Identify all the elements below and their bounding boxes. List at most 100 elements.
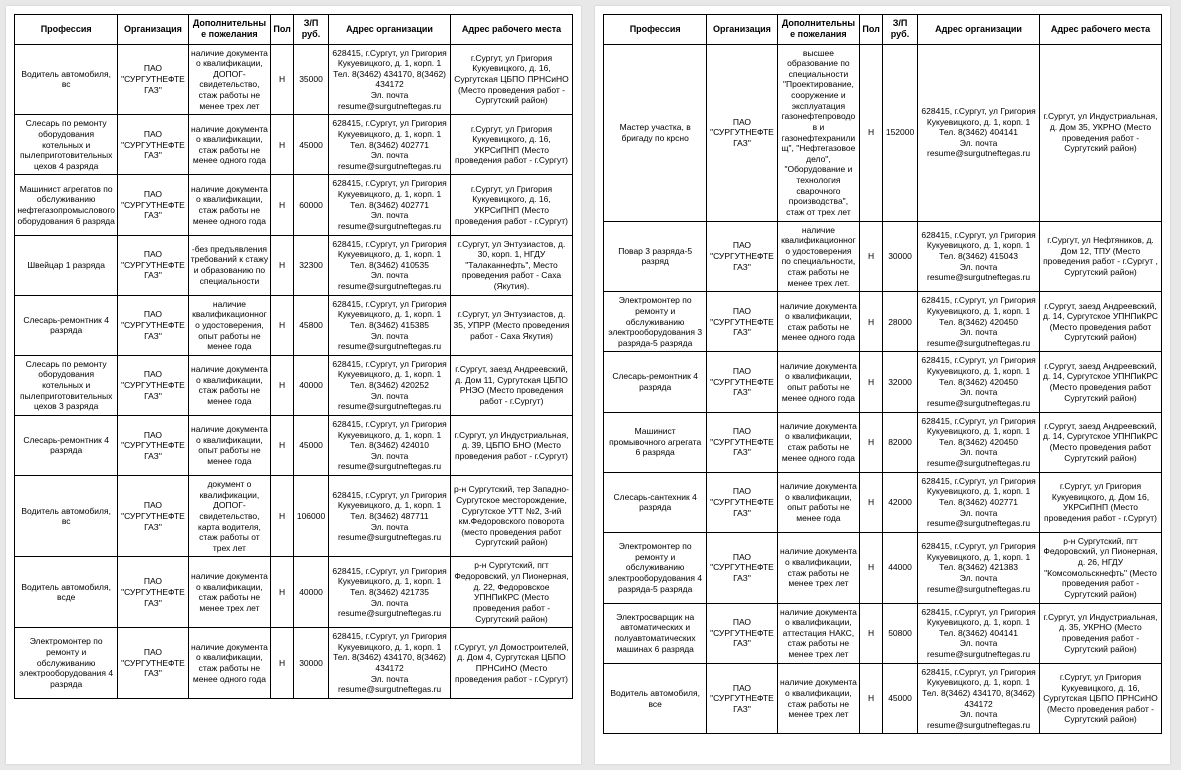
table-cell: ПАО "СУРГУТНЕФТЕГАЗ"	[707, 44, 777, 221]
table-row: Швейцар 1 разрядаПАО "СУРГУТНЕФТЕГАЗ"-бе…	[15, 235, 573, 295]
table-cell: ПАО "СУРГУТНЕФТЕГАЗ"	[118, 235, 188, 295]
table-cell: ПАО "СУРГУТНЕФТЕГАЗ"	[118, 628, 188, 699]
table-row: Электросварщик на автоматических и полуа…	[604, 603, 1162, 663]
table-cell: Н	[271, 628, 294, 699]
table-cell: 45000	[293, 115, 328, 175]
table-cell: г.Сургут, ул Нефтяников, д. Дом 12, ТПУ …	[1040, 221, 1162, 292]
table-cell: 42000	[882, 472, 917, 532]
table-row: Слесарь по ремонту оборудования котельны…	[15, 115, 573, 175]
table-row: Слесарь по ремонту оборудования котельны…	[15, 355, 573, 415]
table-row: Электромонтер по ремонту и обслуживанию …	[604, 532, 1162, 603]
table-cell: 35000	[293, 44, 328, 115]
table-row: Мастер участка, в бригаду по крсноПАО "С…	[604, 44, 1162, 221]
table-cell: Н	[860, 221, 883, 292]
table-cell: Машинист агрегатов по обслуживанию нефте…	[15, 175, 118, 235]
table-cell: Слесарь по ремонту оборудования котельны…	[15, 355, 118, 415]
table-cell: г.Сургут, ул Григория Кукуевицкого, д. Д…	[1040, 472, 1162, 532]
table-cell: Слесарь-ремонтник 4 разряда	[604, 352, 707, 412]
table-cell: Н	[860, 603, 883, 663]
table-header: Профессия Организация Дополнительные пож…	[15, 15, 573, 45]
col-salary: З/П руб.	[293, 15, 328, 45]
table-cell: р-н Сургутский, пгт Федоровский, ул Пион…	[1040, 532, 1162, 603]
table-cell: ПАО "СУРГУТНЕФТЕГАЗ"	[707, 603, 777, 663]
table-row: Слесарь-ремонтник 4 разрядаПАО "СУРГУТНЕ…	[15, 415, 573, 475]
table-cell: 628415, г.Сургут, ул Григория Кукуевицко…	[918, 532, 1040, 603]
table-cell: наличие документа о квалификации, стаж р…	[777, 663, 860, 734]
table-cell: ПАО "СУРГУТНЕФТЕГАЗ"	[118, 115, 188, 175]
table-cell: 628415, г.Сургут, ул Григория Кукуевицко…	[918, 412, 1040, 472]
table-cell: Водитель автомобиля, вcде	[15, 557, 118, 628]
table-cell: 628415, г.Сургут, ул Григория Кукуевицко…	[918, 663, 1040, 734]
table-cell: Н	[860, 292, 883, 352]
col-salary: З/П руб.	[882, 15, 917, 45]
table-cell: 628415, г.Сургут, ул Григория Кукуевицко…	[329, 295, 451, 355]
table-row: Водитель автомобиля, всеПАО "СУРГУТНЕФТЕ…	[604, 663, 1162, 734]
table-cell: Н	[271, 175, 294, 235]
table-cell: высшее образование по специальности "Про…	[777, 44, 860, 221]
vacancy-table-left: Профессия Организация Дополнительные пож…	[14, 14, 573, 699]
table-cell: Электросварщик на автоматических и полуа…	[604, 603, 707, 663]
table-cell: г.Сургут, ул Индустриальная, д. 39, ЦБПО…	[451, 415, 573, 475]
table-cell: Н	[271, 476, 294, 557]
table-cell: ПАО "СУРГУТНЕФТЕГАЗ"	[707, 532, 777, 603]
table-cell: г.Сургут, ул Григория Кукуевицкого, д. 1…	[451, 175, 573, 235]
table-cell: 40000	[293, 557, 328, 628]
table-cell: Электромонтер по ремонту и обслуживанию …	[15, 628, 118, 699]
table-cell: р-н Сургутский, пгт Федоровский, ул Пион…	[451, 557, 573, 628]
table-cell: ПАО "СУРГУТНЕФТЕГАЗ"	[118, 476, 188, 557]
table-row: Машинист агрегатов по обслуживанию нефте…	[15, 175, 573, 235]
col-requirements: Дополнительные пожелания	[777, 15, 860, 45]
table-cell: г.Сургут, заезд Андреевский, д. 14, Сург…	[1040, 292, 1162, 352]
table-cell: 60000	[293, 175, 328, 235]
table-cell: наличие документа о квалификации, стаж р…	[777, 412, 860, 472]
table-row: Слесарь-ремонтник 4 разрядаПАО "СУРГУТНЕ…	[604, 352, 1162, 412]
table-cell: наличие квалификационного удостоверения …	[777, 221, 860, 292]
table-row: Водитель автомобиля, всПАО "СУРГУТНЕФТЕГ…	[15, 44, 573, 115]
table-cell: 628415, г.Сургут, ул Григория Кукуевицко…	[329, 557, 451, 628]
table-cell: Водитель автомобиля, вс	[15, 476, 118, 557]
table-row: Слесарь-сантехник 4 разрядаПАО "СУРГУТНЕ…	[604, 472, 1162, 532]
table-cell: 106000	[293, 476, 328, 557]
table-cell: г.Сургут, ул Индустриальная, д. 35, УКРН…	[1040, 603, 1162, 663]
table-cell: 30000	[882, 221, 917, 292]
table-body-right: Мастер участка, в бригаду по крсноПАО "С…	[604, 44, 1162, 734]
table-cell: Н	[271, 44, 294, 115]
table-row: Электромонтер по ремонту и обслуживанию …	[604, 292, 1162, 352]
table-cell: наличие квалификационного удостоверения,…	[188, 295, 271, 355]
table-cell: ПАО "СУРГУТНЕФТЕГАЗ"	[707, 472, 777, 532]
table-cell: 628415, г.Сургут, ул Григория Кукуевицко…	[918, 221, 1040, 292]
col-organization: Организация	[707, 15, 777, 45]
table-cell: Электромонтер по ремонту и обслуживанию …	[604, 532, 707, 603]
table-cell: ПАО "СУРГУТНЕФТЕГАЗ"	[118, 557, 188, 628]
table-cell: Машинист промывочного агрегата 6 разряда	[604, 412, 707, 472]
table-cell: Н	[860, 352, 883, 412]
table-cell: наличие документа о квалификации, стаж р…	[188, 557, 271, 628]
table-cell: Н	[271, 557, 294, 628]
table-cell: Н	[271, 115, 294, 175]
table-cell: наличие документа о квалификации, опыт р…	[777, 472, 860, 532]
table-cell: наличие документа о квалификации, стаж р…	[188, 175, 271, 235]
col-organization: Организация	[118, 15, 188, 45]
table-cell: Н	[860, 532, 883, 603]
table-cell: 628415, г.Сургут, ул Григория Кукуевицко…	[329, 628, 451, 699]
table-cell: ПАО "СУРГУТНЕФТЕГАЗ"	[707, 352, 777, 412]
table-cell: ПАО "СУРГУТНЕФТЕГАЗ"	[118, 295, 188, 355]
col-work-address: Адрес рабочего места	[451, 15, 573, 45]
table-cell: наличие документа о квалификации, стаж р…	[777, 532, 860, 603]
table-row: Повар 3 разряда-5 разрядПАО "СУРГУТНЕФТЕ…	[604, 221, 1162, 292]
table-cell: Мастер участка, в бригаду по крсно	[604, 44, 707, 221]
table-cell: ПАО "СУРГУТНЕФТЕГАЗ"	[118, 175, 188, 235]
table-cell: наличие документа о квалификации, стаж р…	[188, 628, 271, 699]
page-left: Профессия Организация Дополнительные пож…	[6, 6, 581, 764]
table-cell: наличие документа о квалификации, стаж р…	[188, 355, 271, 415]
col-profession: Профессия	[15, 15, 118, 45]
table-cell: 28000	[882, 292, 917, 352]
table-cell: Электромонтер по ремонту и обслуживанию …	[604, 292, 707, 352]
table-cell: 628415, г.Сургут, ул Григория Кукуевицко…	[329, 355, 451, 415]
table-cell: г.Сургут, ул Индустриальная, д. Дом 35, …	[1040, 44, 1162, 221]
table-cell: наличие документа о квалификации, стаж р…	[777, 292, 860, 352]
table-cell: документ о квалификации, ДОПОГ-свидетель…	[188, 476, 271, 557]
page-right: Профессия Организация Дополнительные пож…	[595, 6, 1170, 764]
table-cell: Н	[271, 235, 294, 295]
col-sex: Пол	[271, 15, 294, 45]
